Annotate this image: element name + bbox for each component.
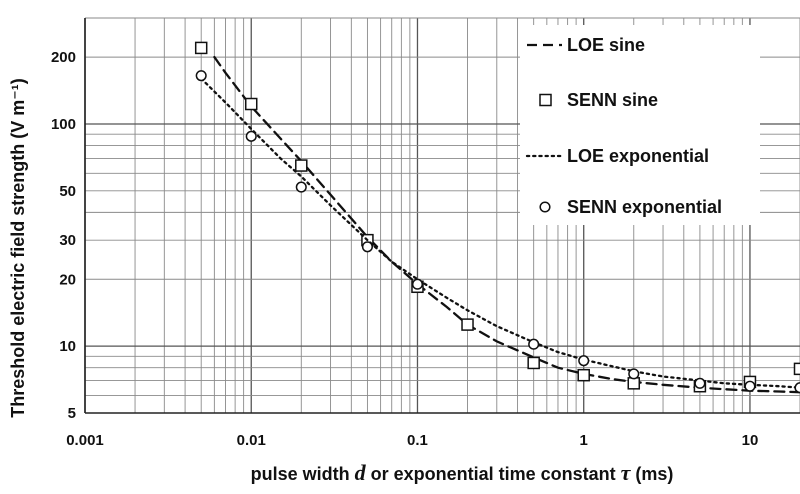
x-tick-label: 0.1 <box>407 432 428 449</box>
legend-swatch <box>539 93 552 107</box>
square-point <box>461 318 474 331</box>
legend-item: SENN sine <box>539 90 658 110</box>
series-loe-sine <box>213 55 800 394</box>
legend-swatch <box>539 201 551 213</box>
y-tick-label: 200 <box>51 49 76 66</box>
legend-label: LOE sine <box>567 35 645 55</box>
y-tick-label: 50 <box>59 183 76 200</box>
legend: LOE sine SENN sine LOE exponential SENN exp… <box>520 25 760 225</box>
circle-point <box>628 368 640 380</box>
legend-item: LOE exponential <box>525 146 709 166</box>
y-tick-label: 20 <box>59 271 76 288</box>
square-point <box>295 159 308 172</box>
legend-label: SENN sine <box>567 90 658 110</box>
square-point <box>194 41 208 55</box>
x-tick-label: 1 <box>580 432 588 449</box>
y-axis-title: Threshold electric field strength (V m⁻¹… <box>8 78 28 418</box>
circle-point <box>578 355 590 367</box>
y-tick-label: 30 <box>59 232 76 249</box>
y-tick-label: 10 <box>59 338 76 355</box>
circle-point <box>528 338 540 350</box>
x-tick-label: 0.01 <box>237 432 266 449</box>
circle-point <box>361 241 373 253</box>
series-line <box>200 77 800 389</box>
legend-label: SENN exponential <box>567 197 722 217</box>
square-point <box>627 377 641 390</box>
x-tick-label: 10 <box>742 432 759 449</box>
square-point <box>577 368 590 382</box>
legend-item: SENN exponential <box>539 197 722 217</box>
y-tick-label: 5 <box>68 405 76 422</box>
y-tick-label: 100 <box>51 116 76 133</box>
series-loe-exponential <box>200 77 800 389</box>
circle-point <box>195 70 207 82</box>
series-line <box>213 55 800 394</box>
x-tick-label: 0.001 <box>66 432 104 449</box>
series-layer <box>194 41 800 394</box>
circle-point <box>694 377 706 389</box>
legend-item: LOE sine <box>527 35 645 55</box>
square-point <box>244 97 258 111</box>
square-point <box>527 356 540 370</box>
series-senn-exponential <box>195 70 800 394</box>
x-axis-title: pulse width d or exponential time consta… <box>251 460 674 485</box>
circle-point <box>794 382 800 394</box>
legend-label: LOE exponential <box>567 146 709 166</box>
circle-point <box>411 278 424 290</box>
circle-point <box>295 181 307 193</box>
circle-point <box>744 380 756 392</box>
circle-point <box>245 130 257 142</box>
square-point <box>793 362 800 376</box>
tick-labels: 0.001 0.01 0.1 1 10 5 10 20 30 50 100 200 <box>51 49 758 449</box>
